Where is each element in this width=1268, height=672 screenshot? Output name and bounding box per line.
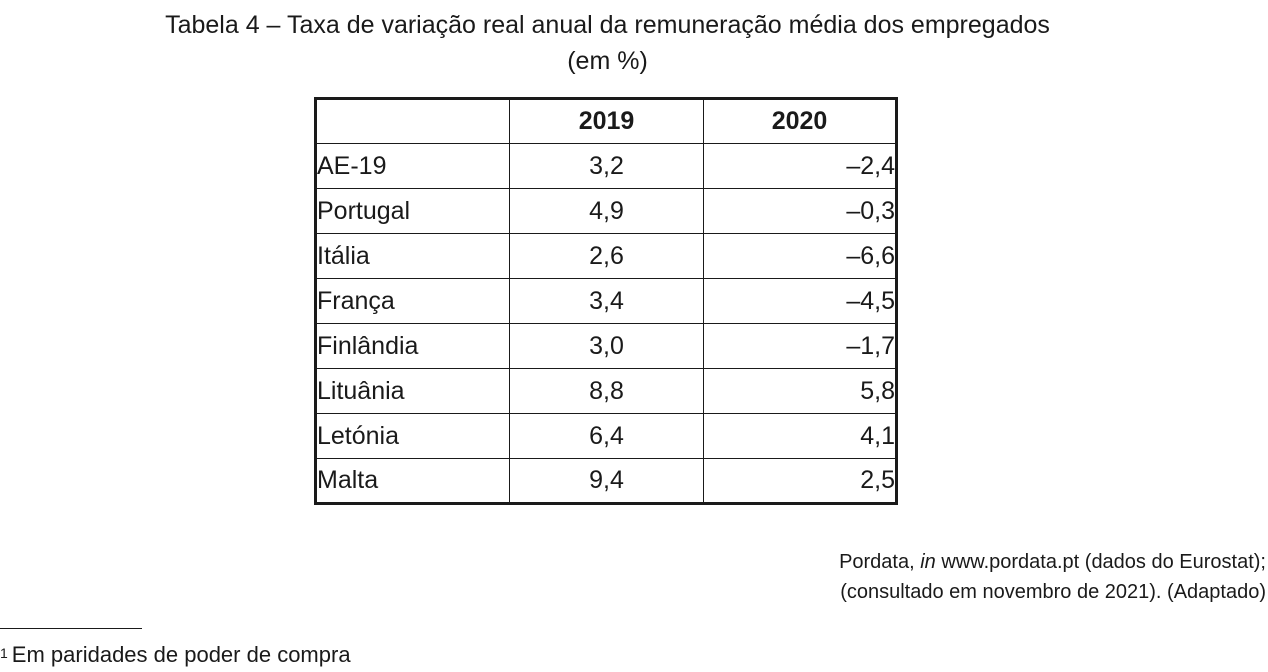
row-label: Malta	[315, 458, 510, 504]
table-row: Itália 2,6 –6,6	[315, 233, 897, 279]
value-2020: –2,4	[703, 143, 897, 189]
source-line-2: (consultado em novembro de 2021). (Adapt…	[840, 581, 1266, 603]
value-2019: 6,4	[509, 413, 704, 459]
row-label: França	[315, 278, 510, 324]
value-2019: 3,2	[509, 143, 704, 189]
table-row: Letónia 6,4 4,1	[315, 413, 897, 459]
header-2020: 2020	[703, 98, 897, 144]
footnote-divider	[0, 628, 142, 629]
table-row: Finlândia 3,0 –1,7	[315, 323, 897, 369]
row-label: Finlândia	[315, 323, 510, 369]
row-label: Letónia	[315, 413, 510, 459]
source-suffix: www.pordata.pt (dados do Eurostat);	[935, 551, 1266, 573]
value-2020: –1,7	[703, 323, 897, 369]
value-2020: –6,6	[703, 233, 897, 279]
row-label: Itália	[315, 233, 510, 279]
value-2019: 9,4	[509, 458, 704, 504]
footnote: 1 Em paridades de poder de compra	[0, 641, 351, 669]
source-italic: in	[920, 551, 936, 573]
table-row: Lituânia 8,8 5,8	[315, 368, 897, 414]
value-2020: 5,8	[703, 368, 897, 414]
value-2019: 3,0	[509, 323, 704, 369]
row-label: Lituânia	[315, 368, 510, 414]
table-row: França 3,4 –4,5	[315, 278, 897, 324]
data-table: 2019 2020 AE-19 3,2 –2,4 Portugal 4,9 –0…	[314, 97, 898, 505]
footnote-text: Em paridades de poder de compra	[11, 642, 351, 667]
row-label: Portugal	[315, 188, 510, 234]
value-2020: 2,5	[703, 458, 897, 504]
value-2019: 8,8	[509, 368, 704, 414]
value-2020: –0,3	[703, 188, 897, 234]
table-title: Tabela 4 – Taxa de variação real anual d…	[165, 11, 1050, 39]
source-line-1: Pordata, in www.pordata.pt (dados do Eur…	[839, 547, 1266, 577]
source-prefix: Pordata,	[839, 551, 921, 573]
table-row: AE-19 3,2 –2,4	[315, 143, 897, 189]
source-citation: Pordata, in www.pordata.pt (dados do Eur…	[839, 547, 1266, 607]
value-2020: –4,5	[703, 278, 897, 324]
table-row: Portugal 4,9 –0,3	[315, 188, 897, 234]
value-2019: 3,4	[509, 278, 704, 324]
table-header-row: 2019 2020	[315, 98, 897, 144]
footnote-marker: 1	[0, 645, 8, 661]
value-2019: 4,9	[509, 188, 704, 234]
value-2019: 2,6	[509, 233, 704, 279]
header-empty	[315, 98, 510, 144]
table-row: Malta 9,4 2,5	[315, 458, 897, 504]
header-2019: 2019	[509, 98, 704, 144]
table-unit: (em %)	[567, 47, 648, 75]
row-label: AE-19	[315, 143, 510, 189]
value-2020: 4,1	[703, 413, 897, 459]
